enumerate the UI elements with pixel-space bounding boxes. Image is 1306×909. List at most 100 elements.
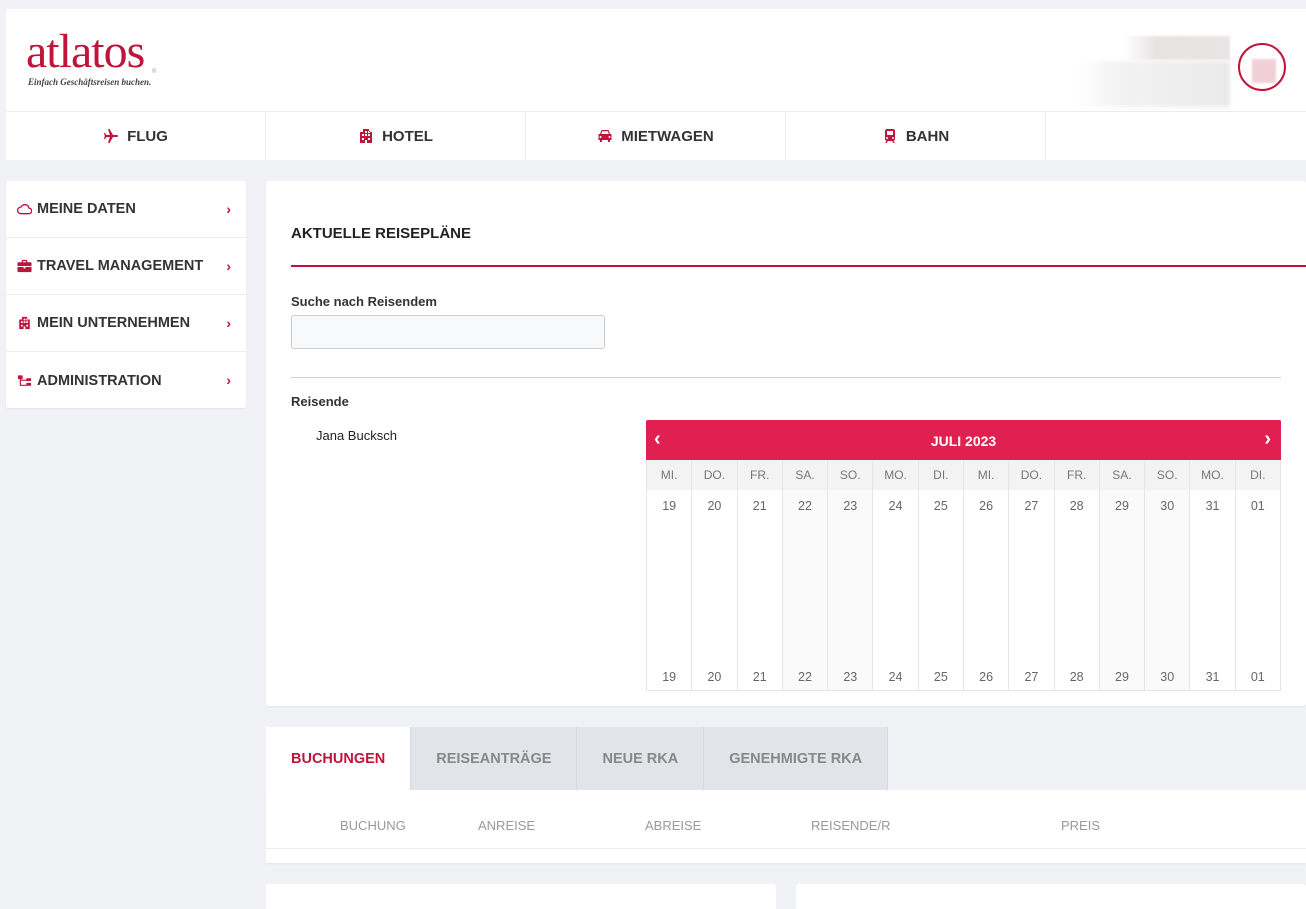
column-header-reisende[interactable]: REISENDE/R <box>811 818 891 833</box>
calendar-day-number-footer: 20 <box>707 670 722 684</box>
calendar-weekday: MO. <box>1190 460 1235 490</box>
calendar-day-number: 25 <box>933 499 948 513</box>
calendar-day-number-footer: 30 <box>1160 670 1175 684</box>
chevron-right-icon: › <box>226 258 231 274</box>
calendar-day-number-footer: 26 <box>979 670 994 684</box>
registered-mark-icon: ® <box>152 69 157 75</box>
calendar-day-number: 28 <box>1069 499 1084 513</box>
timeline-calendar: ‹ JULI 2023 › MI. 19 19 DO. 20 20 FR. 21 21 SA. 22… <box>646 420 1281 691</box>
tab-reiseantraege[interactable]: REISEANTRÄGE <box>411 727 578 790</box>
calendar-month: JULI 2023 <box>930 433 997 449</box>
traveler-search-input[interactable] <box>291 315 605 349</box>
sidebar-item-travel-management[interactable]: TRAVEL MANAGEMENT › <box>6 238 246 295</box>
calendar-day-number: 26 <box>979 499 994 513</box>
calendar-weekday: SO. <box>1145 460 1190 490</box>
user-name-redacted <box>1124 36 1230 60</box>
traveler-item[interactable]: Jana Bucksch <box>316 428 397 443</box>
calendar-day-number: 30 <box>1160 499 1175 513</box>
atlatos-logo[interactable]: atlatos Einfach Geschäftsreisen buchen. … <box>26 25 156 88</box>
calendar-weekday: DI. <box>918 460 963 490</box>
chevron-right-icon: › <box>226 315 231 331</box>
chevron-right-icon[interactable]: › <box>1264 428 1271 450</box>
sidebar-item-mein-unternehmen[interactable]: MEIN UNTERNEHMEN › <box>6 295 246 352</box>
sidebar-item-label: MEINE DATEN <box>37 201 136 217</box>
calendar-day-column: SA. 22 22 <box>782 460 829 690</box>
nav-bahn[interactable]: BAHN <box>786 112 1046 160</box>
calendar-day-number: 31 <box>1205 499 1220 513</box>
nav-bahn-label: BAHN <box>905 127 950 145</box>
nav-hotel-label: HOTEL <box>382 127 433 145</box>
logo-wordmark: atlatos <box>26 25 145 78</box>
nav-mietwagen[interactable]: MIETWAGEN <box>526 112 786 160</box>
calendar-header: ‹ JULI 2023 › <box>646 420 1281 460</box>
calendar-day-number-footer: 23 <box>843 670 858 684</box>
calendar-day-column: SO. 30 30 <box>1145 460 1191 690</box>
car-icon <box>598 130 612 142</box>
calendar-day-number-footer: 31 <box>1205 670 1220 684</box>
avatar-image-redacted <box>1252 59 1276 83</box>
calendar-weekday: MI. <box>647 460 692 490</box>
calendar-day-number: 27 <box>1024 499 1039 513</box>
calendar-day-number-footer: 19 <box>662 670 677 684</box>
train-icon <box>884 129 895 143</box>
page-title: AKTUELLE REISEPLÄNE <box>291 225 472 242</box>
calendar-day-column: FR. 21 21 <box>737 460 783 690</box>
calendar-day-column: DI. 25 25 <box>918 460 964 690</box>
calendar-weekday: SA. <box>1099 460 1145 490</box>
nav-flug-label: FLUG <box>127 127 168 145</box>
user-info-redacted <box>1076 61 1230 107</box>
calendar-weekday: SO. <box>828 460 873 490</box>
section-divider <box>291 377 1281 378</box>
calendar-weekday: DO. <box>1009 460 1054 490</box>
calendar-weekday: DI. <box>1235 460 1280 490</box>
chevron-left-icon[interactable]: ‹ <box>654 428 661 450</box>
sidebar-item-meine-daten[interactable]: MEINE DATEN › <box>6 181 246 238</box>
calendar-day-number-footer: 29 <box>1115 670 1129 684</box>
app-header: atlatos Einfach Geschäftsreisen buchen. … <box>6 9 1306 160</box>
tab-buchungen[interactable]: BUCHUNGEN <box>266 727 412 790</box>
title-divider <box>291 265 1306 267</box>
calendar-day-number: 20 <box>707 499 722 513</box>
sidebar-item-administration[interactable]: ADMINISTRATION › <box>6 352 246 409</box>
column-header-abreise[interactable]: ABREISE <box>645 818 702 833</box>
calendar-weekday: MI. <box>963 460 1009 490</box>
briefcase-icon <box>17 259 32 273</box>
calendar-day-number: 22 <box>798 499 812 513</box>
logo-tagline: Einfach Geschäftsreisen buchen. <box>28 77 152 87</box>
nav-flug[interactable]: FLUG <box>6 112 266 160</box>
column-header-anreise[interactable]: ANREISE <box>478 818 536 833</box>
column-header-buchung[interactable]: BUCHUNG <box>340 818 406 833</box>
nav-mietwagen-label: MIETWAGEN <box>621 127 714 145</box>
sitemap-icon <box>17 374 32 386</box>
calendar-day-column: SO. 23 23 <box>828 460 874 690</box>
plane-icon <box>104 129 119 143</box>
cloud-icon <box>17 204 32 215</box>
bookings-tabs: BUCHUNGEN REISEANTRÄGE NEUE RKA GENEHMIG… <box>266 727 889 790</box>
calendar-day-number-footer: 24 <box>888 670 903 684</box>
calendar-day-column: DO. 27 27 <box>1009 460 1055 690</box>
calendar-day-number-footer: 01 <box>1250 670 1265 684</box>
calendar-weekday: SA. <box>782 460 828 490</box>
building-icon <box>19 316 30 330</box>
bottom-left-card <box>266 884 776 909</box>
calendar-day-column: MO. 31 31 <box>1190 460 1236 690</box>
calendar-day-number: 29 <box>1115 499 1129 513</box>
bottom-right-card <box>796 884 1306 909</box>
calendar-day-number: 23 <box>843 499 858 513</box>
column-header-preis[interactable]: PREIS <box>1061 818 1101 833</box>
calendar-day-column: MO. 24 24 <box>873 460 919 690</box>
main-navigation: FLUG HOTEL MIETWAGEN BAHN <box>6 111 1306 160</box>
calendar-day-number: 24 <box>888 499 903 513</box>
calendar-weekday: DO. <box>692 460 737 490</box>
bookings-table: BUCHUNG ANREISE ABREISE REISENDE/R PREIS <box>266 790 1306 863</box>
user-avatar[interactable] <box>1238 43 1286 91</box>
bookings-section: BUCHUNGEN REISEANTRÄGE NEUE RKA GENEHMIG… <box>266 727 1306 863</box>
tab-genehmigte-rka[interactable]: GENEHMIGTE RKA <box>704 727 889 790</box>
travel-plans-panel: AKTUELLE REISEPLÄNE Suche nach Reisendem… <box>266 181 1306 706</box>
tab-neue-rka[interactable]: NEUE RKA <box>577 727 705 790</box>
calendar-weekday: FR. <box>1054 460 1099 490</box>
chevron-right-icon: › <box>226 201 231 217</box>
nav-hotel[interactable]: HOTEL <box>266 112 526 160</box>
calendar-day-number-footer: 25 <box>933 670 948 684</box>
sidebar-item-label: ADMINISTRATION <box>37 372 162 389</box>
